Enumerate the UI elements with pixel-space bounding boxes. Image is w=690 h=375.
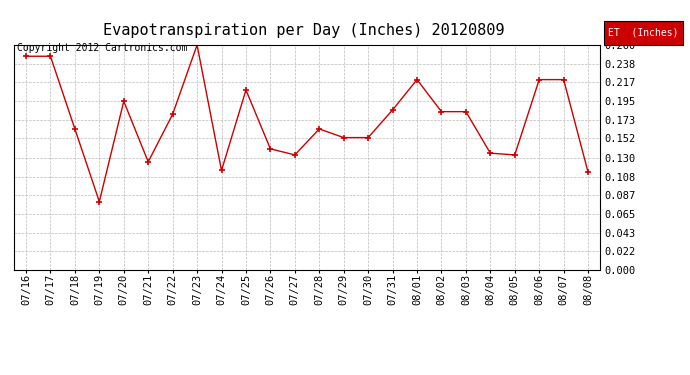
- Text: ET  (Inches): ET (Inches): [608, 28, 679, 38]
- Text: Evapotranspiration per Day (Inches) 20120809: Evapotranspiration per Day (Inches) 2012…: [103, 22, 504, 38]
- Text: Copyright 2012 Cartronics.com: Copyright 2012 Cartronics.com: [17, 43, 188, 53]
